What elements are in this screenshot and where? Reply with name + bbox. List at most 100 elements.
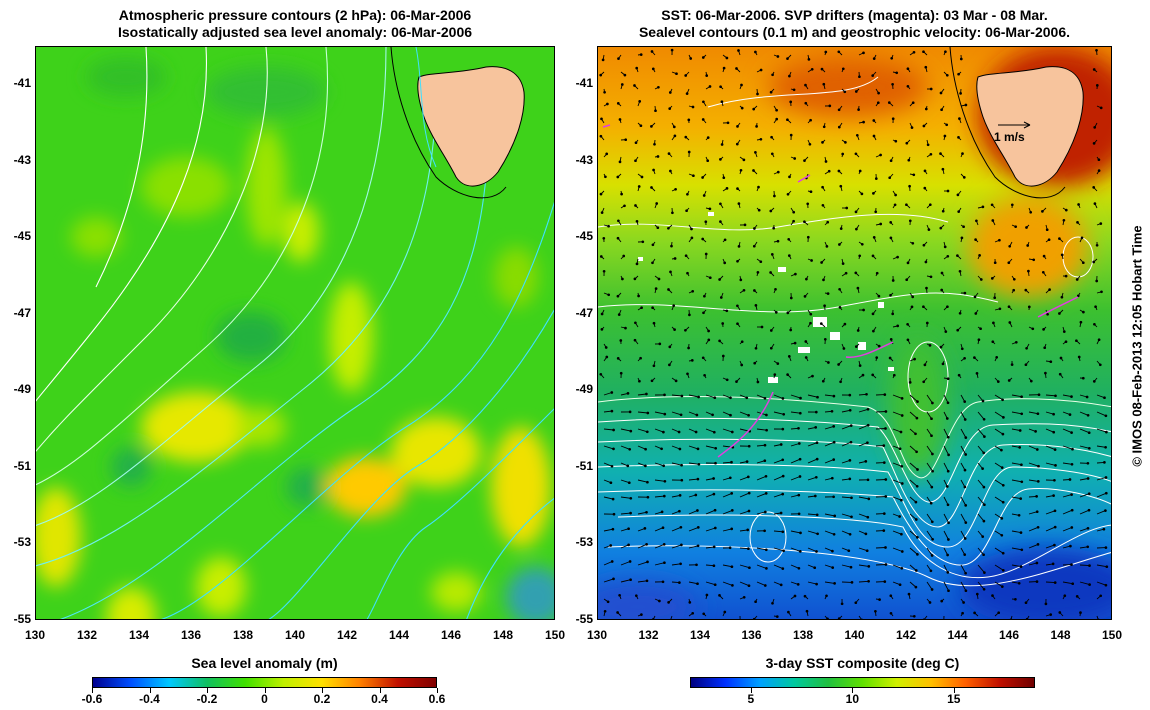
velocity-arrow-head [638,100,642,103]
velocity-arrow [756,394,766,399]
right-x-tick-label: 146 [998,628,1020,642]
velocity-arrow-head [810,259,813,262]
velocity-arrow [705,493,715,498]
velocity-arrow-head [725,56,729,60]
velocity-arrow-head [930,417,933,421]
velocity-arrow-head [1014,340,1018,344]
velocity-arrow-head [973,611,976,615]
velocity-arrow-head [680,463,683,467]
velocity-arrow-head [691,105,695,109]
velocity-arrow-head [616,611,619,614]
velocity-arrow-head [964,103,968,107]
velocity-arrow-head [696,447,700,451]
velocity-arrow-head [906,338,910,342]
velocity-arrow-head [763,510,767,514]
velocity-arrow-head [736,304,739,308]
velocity-arrow-head [722,176,726,180]
velocity-arrow [926,479,933,488]
velocity-arrow [739,492,750,498]
velocity-arrow-head [1063,594,1067,598]
velocity-arrow-head [1014,225,1018,229]
velocity-arrow-head [712,545,716,549]
velocity-arrow-head [660,447,663,451]
velocity-arrow-head [860,618,863,619]
velocity-arrow-head [742,158,746,162]
velocity-arrow-head [1077,203,1080,206]
velocity-arrow-head [721,322,725,325]
sealevel-contours [598,76,1111,587]
velocity-arrow-head [712,492,716,496]
velocity-arrow [909,564,917,571]
velocity-arrow-head [680,543,683,547]
velocity-arrow-head [832,394,836,398]
velocity-arrow [1096,445,1106,448]
velocity-arrow-head [787,355,791,358]
velocity-arrow-head [941,362,945,366]
velocity-arrow-head [912,50,916,54]
velocity-arrow [1045,526,1056,532]
velocity-arrow-head [946,254,950,258]
velocity-arrow [773,547,784,552]
velocity-arrow [620,561,631,566]
velocity-arrow-head [957,136,960,139]
velocity-arrow [960,462,966,471]
velocity-arrow-head [830,476,834,480]
velocity-arrow [909,394,918,402]
velocity-arrow-head [697,395,700,399]
velocity-arrow-head [946,435,950,439]
velocity-arrow-head [889,293,892,297]
velocity-arrow [994,462,1003,468]
velocity-arrow-head [740,340,744,344]
velocity-arrow-head [894,139,898,143]
velocity-arrow-head [872,57,876,60]
velocity-arrow-head [993,261,997,265]
velocity-arrow-head [680,478,684,482]
velocity-arrow-head [712,430,716,434]
velocity-arrow-head [930,485,934,489]
velocity-arrow-head [691,611,695,615]
velocity-arrow-head [1069,544,1072,548]
velocity-arrow-head [1052,494,1055,497]
velocity-arrow-head [946,469,950,473]
velocity-arrow-head [821,185,824,189]
velocity-arrow-head [963,553,967,556]
velocity-arrow [688,526,699,532]
velocity-arrow-head [858,169,862,173]
velocity-arrow-head [600,117,603,121]
velocity-arrow-head [627,543,630,547]
velocity-arrow-head [635,66,639,70]
velocity-arrow-head [871,312,875,316]
velocity-arrow-head [688,601,692,604]
velocity-arrow-head [754,346,758,350]
velocity-arrow-head [819,322,823,325]
sst-colorbar-title: 3-day SST composite (deg C) [765,655,960,671]
velocity-arrow-head [730,430,734,434]
velocity-arrow-head [792,210,796,214]
velocity-arrow-head [860,192,864,196]
velocity-arrow-head [815,550,818,553]
velocity-arrow-head [998,307,1002,311]
velocity-arrow [994,428,1004,435]
velocity-arrow-head [789,133,793,137]
velocity-arrow-head [726,121,730,125]
velocity-arrow [858,615,862,619]
velocity-arrow-head [794,272,797,276]
velocity-scale-arrowhead [1023,121,1031,129]
velocity-arrow-head [599,192,603,196]
right-x-tick-label: 138 [792,628,814,642]
velocity-arrow-head [1000,466,1004,469]
velocity-arrow-head [888,356,892,360]
velocity-arrow-head [898,447,902,451]
velocity-arrow [841,513,852,518]
velocity-arrow [1062,527,1072,532]
velocity-arrow-head [1020,548,1024,552]
velocity-arrow-head [667,152,671,155]
velocity-arrow-head [825,245,829,248]
sla-anomaly-field [36,57,554,619]
velocity-arrow-head [975,592,979,596]
velocity-arrow-head [1068,478,1072,481]
velocity-arrow-head [837,125,841,129]
velocity-arrow-head [915,484,919,488]
velocity-arrow-head [924,107,928,111]
right-y-tick-label: -45 [575,229,593,244]
